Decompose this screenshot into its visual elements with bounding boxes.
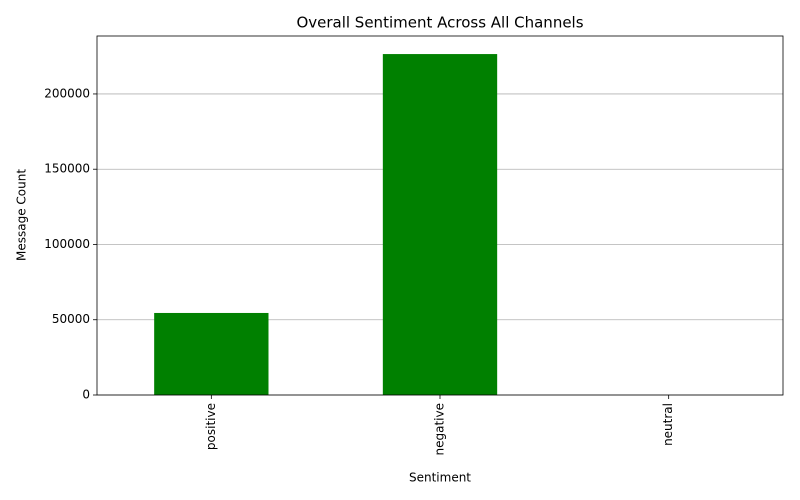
x-tick-label: positive [204, 403, 218, 450]
y-tick-label: 150000 [44, 162, 90, 176]
y-tick-label: 200000 [44, 86, 90, 100]
x-tick-label: neutral [661, 403, 675, 446]
y-tick-label: 100000 [44, 237, 90, 251]
y-tick-label: 0 [82, 388, 90, 402]
y-axis-label: Message Count [15, 169, 29, 261]
chart-title: Overall Sentiment Across All Channels [296, 14, 583, 32]
bar [154, 312, 269, 395]
y-tick-label: 50000 [52, 312, 90, 326]
plot-frame [96, 35, 784, 396]
bar [382, 54, 498, 395]
x-axis-label: Sentiment [409, 471, 471, 485]
x-tick-label: negative [433, 403, 447, 455]
